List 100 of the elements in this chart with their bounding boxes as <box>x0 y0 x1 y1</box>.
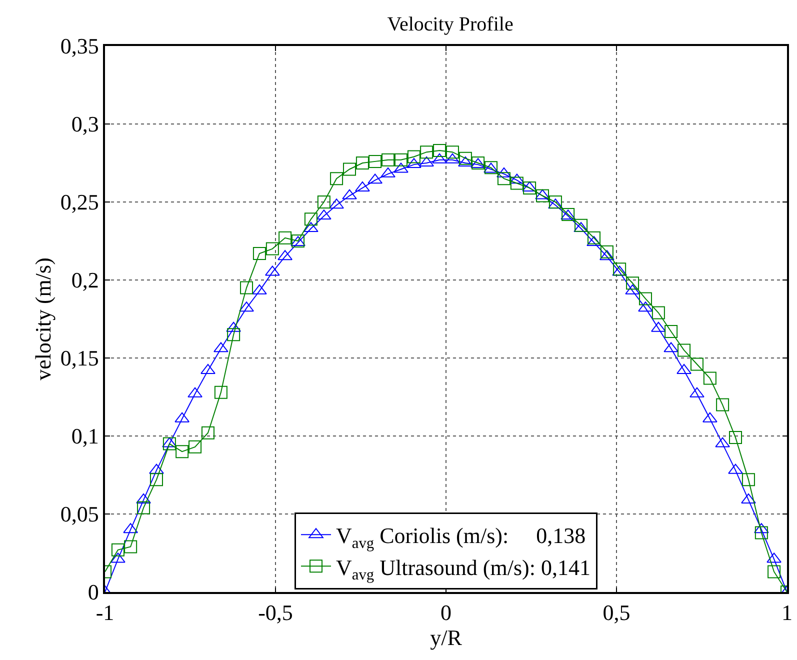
point <box>124 540 138 554</box>
y-tick-label: 0,05 <box>60 502 99 527</box>
y-tick-label: 0,2 <box>71 268 99 293</box>
point <box>510 176 524 190</box>
point <box>136 493 151 504</box>
point <box>702 412 718 422</box>
point <box>343 162 356 176</box>
x-tick-label: -0,5 <box>258 600 293 626</box>
point <box>278 231 292 244</box>
point <box>304 222 318 232</box>
legend-label: V$_{avg}$ Ultrasound (m/s): 0,141 <box>336 554 590 584</box>
point <box>522 181 537 192</box>
point <box>176 445 189 458</box>
point <box>188 440 202 454</box>
point <box>137 501 150 514</box>
point <box>742 473 755 486</box>
point <box>394 153 408 166</box>
point <box>638 302 653 312</box>
legend-label: V$_{avg}$ Coriolis (m/s): 0,138 <box>336 523 586 552</box>
point <box>446 146 459 159</box>
point <box>716 398 730 412</box>
point <box>433 144 446 158</box>
point <box>214 386 228 399</box>
point <box>406 158 422 168</box>
point <box>174 412 190 422</box>
point <box>523 181 536 194</box>
point <box>600 250 614 260</box>
point <box>123 523 138 534</box>
point <box>586 236 602 246</box>
point <box>382 153 395 166</box>
point <box>200 364 216 374</box>
point <box>226 322 241 332</box>
point <box>690 358 704 371</box>
point <box>407 150 420 164</box>
point <box>678 344 691 357</box>
point <box>252 284 267 294</box>
y-tick-label: 0,15 <box>60 346 99 371</box>
point <box>638 292 652 306</box>
x-tick-label: 1 <box>782 600 792 626</box>
point <box>626 276 640 290</box>
x-axis-title: y/R <box>430 625 462 650</box>
point <box>110 552 126 563</box>
point <box>535 189 550 200</box>
point <box>266 242 279 256</box>
point <box>548 196 562 208</box>
point <box>162 437 176 450</box>
point <box>652 306 665 320</box>
point <box>625 284 640 294</box>
point <box>715 437 730 448</box>
point <box>188 387 202 398</box>
point <box>676 364 692 374</box>
point <box>239 302 254 312</box>
point <box>304 212 318 226</box>
point <box>613 262 626 276</box>
point <box>356 156 369 170</box>
point <box>754 526 768 540</box>
point <box>111 543 124 556</box>
point <box>510 174 524 184</box>
point <box>574 218 588 232</box>
y-axis-title: velocity (m/s) <box>30 258 56 380</box>
x-tick-label: 0 <box>440 600 452 626</box>
point <box>162 437 177 448</box>
point <box>420 146 434 159</box>
y-tick-label: 0,35 <box>60 34 99 59</box>
point <box>458 152 472 165</box>
point <box>227 328 240 342</box>
point <box>536 189 549 202</box>
point <box>394 162 408 173</box>
point <box>754 523 769 534</box>
point <box>252 246 266 260</box>
point <box>768 565 781 578</box>
point <box>329 198 344 209</box>
point <box>741 493 756 504</box>
y-tick-label: 0,25 <box>60 190 99 215</box>
point <box>214 342 228 352</box>
point <box>368 174 382 184</box>
point <box>728 464 743 474</box>
point <box>445 153 460 164</box>
point <box>240 281 254 294</box>
point <box>368 154 382 168</box>
point <box>600 245 614 258</box>
y-tick-label: 0,1 <box>71 424 99 449</box>
point <box>587 231 600 244</box>
point <box>496 167 512 178</box>
point <box>690 387 704 398</box>
point <box>729 431 742 444</box>
point <box>201 426 214 440</box>
point <box>330 172 344 186</box>
y-tick-label: 0,3 <box>71 112 99 137</box>
point <box>766 552 782 563</box>
point <box>664 342 678 352</box>
x-tick-label: 0,5 <box>602 600 630 626</box>
point <box>150 473 163 486</box>
point <box>651 322 666 332</box>
chart-title: Velocity Profile <box>387 14 514 36</box>
point <box>278 250 292 260</box>
point <box>317 196 330 208</box>
point <box>355 181 370 192</box>
point <box>664 324 678 338</box>
point <box>342 189 357 200</box>
